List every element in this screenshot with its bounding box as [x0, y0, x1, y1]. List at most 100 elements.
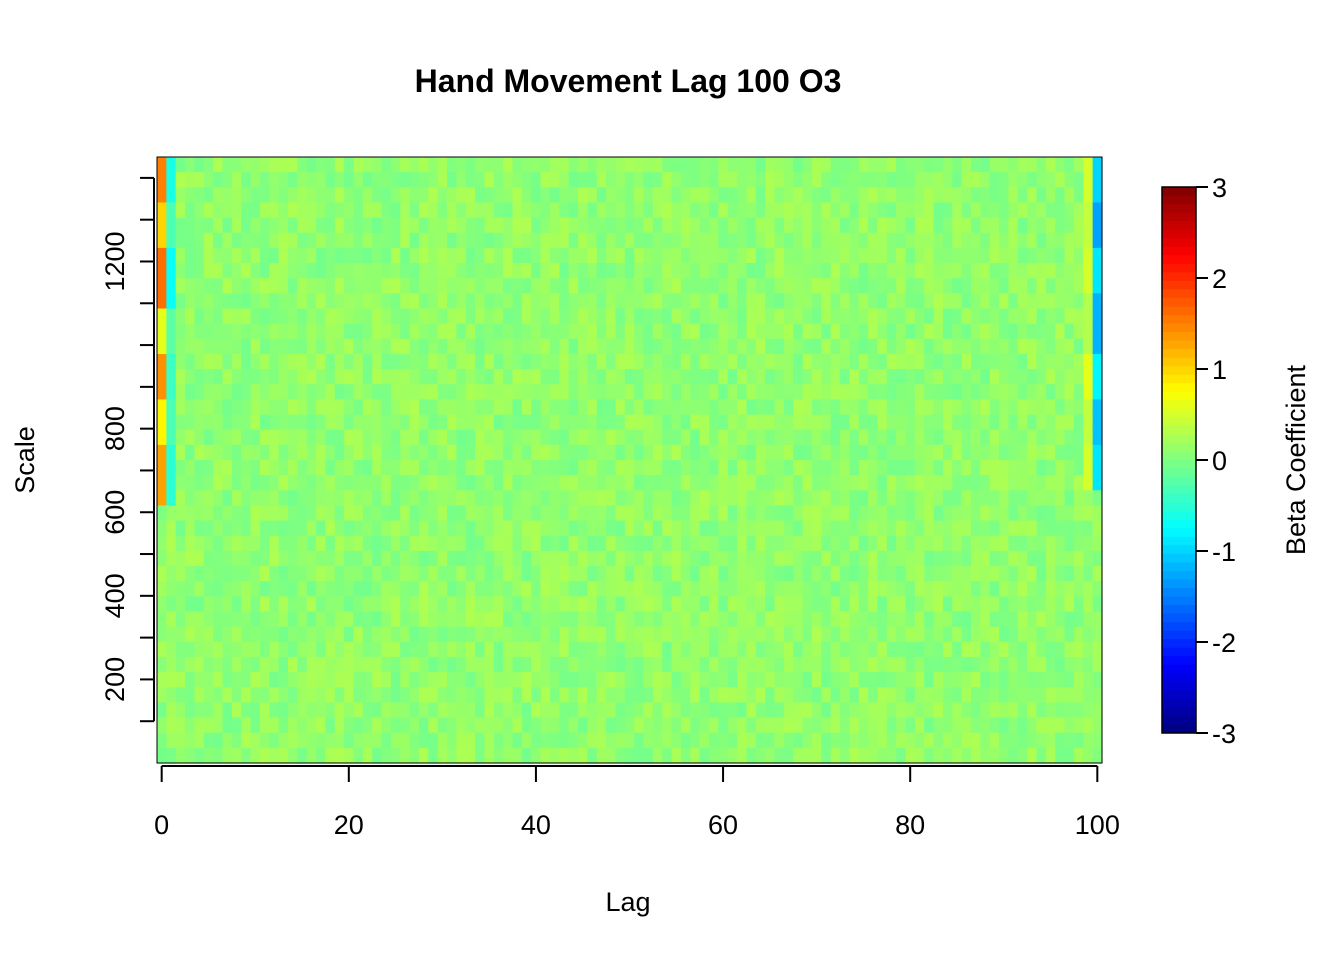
heatmap-cell — [1083, 338, 1094, 355]
heatmap-cell — [512, 444, 523, 461]
heatmap-cell — [1092, 626, 1103, 643]
heatmap-cell — [999, 490, 1010, 507]
heatmap-cell — [680, 475, 691, 491]
heatmap-cell — [334, 596, 345, 613]
heatmap-cell — [793, 263, 804, 279]
heatmap-cell — [746, 202, 757, 219]
heatmap-cell — [241, 611, 252, 628]
heatmap-cell — [559, 520, 570, 537]
heatmap-cell — [447, 672, 458, 688]
heatmap-cell — [634, 429, 645, 446]
heatmap-cell — [615, 505, 626, 522]
heatmap-cell — [765, 217, 776, 234]
heatmap-cell — [662, 187, 673, 204]
heatmap-cell — [213, 566, 224, 582]
heatmap-cell — [185, 308, 196, 325]
heatmap-cell — [924, 611, 935, 628]
heatmap-cell — [1083, 384, 1094, 400]
heatmap-cell — [428, 247, 439, 264]
heatmap-cell — [914, 157, 925, 173]
heatmap-cell — [989, 444, 1000, 461]
heatmap-cell — [811, 217, 822, 234]
heatmap-cell — [484, 611, 495, 628]
heatmap-cell — [568, 308, 579, 325]
heatmap-cell — [634, 308, 645, 325]
heatmap-cell — [297, 187, 308, 204]
heatmap-cell — [362, 520, 373, 537]
heatmap-cell — [306, 399, 317, 416]
heatmap-cell — [484, 581, 495, 597]
heatmap-cell — [652, 747, 663, 764]
heatmap-cell — [578, 581, 588, 597]
heatmap-cell — [549, 475, 560, 491]
heatmap-cell — [1036, 444, 1047, 461]
y-tick-label: 400 — [100, 573, 130, 618]
heatmap-cell — [858, 596, 869, 613]
heatmap-cell — [390, 323, 401, 340]
heatmap-cell — [774, 172, 785, 188]
heatmap-cell — [400, 247, 411, 264]
heatmap-cell — [961, 323, 972, 340]
heatmap-cell — [241, 187, 252, 204]
heatmap-cell — [334, 717, 345, 734]
heatmap-cell — [606, 566, 617, 582]
heatmap-cell — [980, 566, 991, 582]
heatmap-cell — [306, 384, 317, 400]
heatmap-cell — [372, 611, 383, 628]
heatmap-cell — [334, 217, 345, 234]
heatmap-cell — [615, 278, 626, 294]
heatmap-cell — [362, 702, 373, 719]
heatmap-cell — [896, 429, 907, 446]
heatmap-cell — [765, 429, 776, 446]
heatmap-cell — [390, 308, 401, 325]
heatmap-cell — [840, 490, 850, 507]
heatmap-cell — [952, 641, 963, 658]
heatmap-cell — [1017, 353, 1028, 370]
heatmap-cell — [737, 717, 748, 734]
heatmap-cell — [709, 353, 719, 370]
heatmap-cell — [671, 369, 682, 385]
heatmap-cell — [830, 672, 841, 688]
heatmap-cell — [418, 414, 429, 431]
plot-frame — [156, 156, 1103, 764]
heatmap-cell — [652, 247, 663, 264]
heatmap-cell — [830, 308, 841, 325]
heatmap-cell — [568, 611, 579, 628]
heatmap-cell — [316, 429, 327, 446]
heatmap-cell — [259, 505, 270, 522]
heatmap-cell — [549, 687, 560, 703]
heatmap-cell — [278, 717, 289, 734]
heatmap-cell — [1092, 505, 1103, 522]
heatmap-cell — [662, 505, 673, 522]
heatmap-cell — [596, 278, 607, 294]
heatmap-cell — [166, 475, 177, 491]
heatmap-cell — [316, 687, 327, 703]
heatmap-cell — [362, 308, 373, 325]
heatmap-cell — [447, 384, 458, 400]
heatmap-cell — [568, 535, 579, 552]
heatmap-cell — [718, 384, 729, 400]
heatmap-cell — [578, 202, 588, 219]
heatmap-cell — [952, 687, 963, 703]
heatmap-cell — [999, 232, 1010, 249]
heatmap-cell — [512, 187, 523, 204]
heatmap-cell — [755, 596, 766, 613]
heatmap-cell — [1045, 656, 1056, 673]
heatmap-cell — [250, 202, 261, 219]
heatmap-cell — [587, 505, 598, 522]
heatmap-cell — [1027, 717, 1038, 734]
heatmap-cell — [157, 429, 167, 446]
heatmap-cell — [1073, 581, 1084, 597]
heatmap-cell — [400, 263, 411, 279]
color-legend-step — [1162, 229, 1196, 239]
heatmap-cell — [765, 747, 776, 764]
heatmap-cell — [185, 475, 196, 491]
heatmap-cell — [615, 702, 626, 719]
heatmap-cell — [624, 535, 635, 552]
heatmap-cell — [409, 157, 420, 173]
heatmap-cell — [437, 566, 448, 582]
heatmap-cell — [624, 157, 635, 173]
heatmap-cell — [194, 202, 205, 219]
heatmap-cell — [465, 596, 476, 613]
heatmap-cell — [727, 566, 738, 582]
